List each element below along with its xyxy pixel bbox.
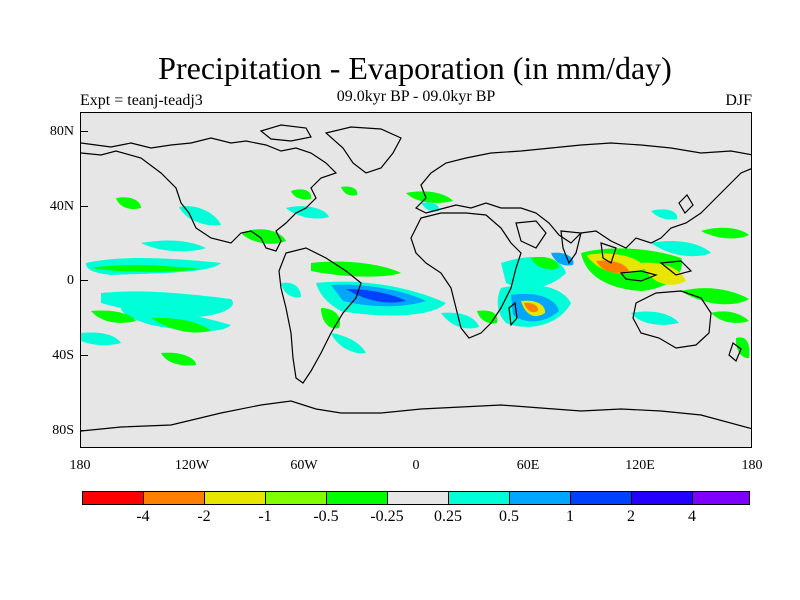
anomaly-field: [81, 332, 121, 346]
map-panel: [80, 112, 752, 448]
colorbar-swatch: [692, 491, 750, 505]
colorbar-label: -0.25: [370, 508, 404, 525]
anomaly-field: [141, 240, 206, 252]
anomaly-field: [651, 209, 678, 220]
plot-subtitle: 09.0kyr BP - 09.0kyr BP: [336, 88, 496, 105]
colorbar-swatch: [448, 491, 510, 505]
axis-tick: [80, 206, 88, 207]
anomaly-field: [346, 289, 406, 303]
coastline: [259, 124, 312, 142]
colorbar-swatch: [387, 491, 449, 505]
anomaly-field: [179, 206, 221, 226]
coastlines: [81, 124, 751, 432]
axis-tick: [80, 430, 88, 431]
colorbar-swatch: [143, 491, 205, 505]
anomaly-field: [286, 206, 329, 219]
colorbar-swatch: [326, 491, 388, 505]
coastline: [324, 126, 402, 174]
season-label: DJF: [725, 92, 752, 109]
coastline: [659, 260, 693, 276]
colorbar-label: -2: [197, 508, 211, 525]
anomaly-field: [441, 312, 479, 329]
coastline: [81, 137, 338, 252]
anomaly-field: [631, 311, 679, 325]
lon-label: 180: [69, 458, 91, 473]
anomaly-field: [477, 310, 498, 324]
anomaly-field: [321, 308, 341, 329]
precip-evap-map: [81, 124, 751, 432]
lon-label: 0: [412, 458, 420, 473]
lon-label: 120W: [174, 458, 210, 473]
experiment-label: Expt = teanj-teadj3: [80, 92, 203, 109]
colorbar-label: 0.25: [434, 508, 462, 525]
lon-label: 120E: [625, 458, 655, 473]
coastline: [728, 342, 742, 362]
anomaly-field: [421, 202, 440, 212]
coastline: [81, 400, 751, 432]
lon-label: 180: [741, 458, 763, 473]
colorbar-label: -0.5: [313, 508, 339, 525]
coastline: [600, 242, 617, 264]
anomaly-field: [101, 291, 233, 318]
anomaly-field: [681, 288, 749, 305]
anomaly-field: [291, 189, 312, 200]
colorbar-label: 4: [688, 508, 696, 525]
anomaly-field: [531, 257, 559, 270]
anomaly-field: [91, 310, 136, 323]
coastline: [560, 230, 582, 265]
anomaly-field: [711, 311, 749, 323]
anomaly-field: [311, 261, 401, 277]
colorbar-swatch: [631, 491, 693, 505]
lat-label: 0: [67, 273, 74, 288]
colorbar-swatch: [204, 491, 266, 505]
anomaly-field: [331, 333, 366, 354]
axis-tick: [80, 280, 88, 281]
anomaly-field: [281, 282, 301, 298]
anomaly-fields: [81, 186, 750, 366]
lon-label: 60E: [516, 458, 540, 473]
lat-label: 80S: [52, 423, 74, 438]
colorbar-swatch: [509, 491, 571, 505]
coastline: [632, 290, 712, 349]
anomaly-field: [406, 191, 453, 203]
anomaly-field: [116, 197, 141, 209]
axis-tick: [80, 355, 88, 356]
coastline: [410, 212, 522, 339]
anomaly-field: [596, 260, 629, 273]
coastline: [278, 247, 362, 384]
coastline: [414, 142, 751, 249]
colorbar-swatch: [570, 491, 632, 505]
anomaly-field: [551, 252, 574, 266]
colorbar-swatch: [265, 491, 327, 505]
colorbar-label: -4: [136, 508, 150, 525]
colorbar-label: 2: [627, 508, 635, 525]
coastline: [515, 220, 547, 249]
colorbar-label: -1: [258, 508, 272, 525]
lat-label: 40S: [52, 348, 74, 363]
lon-label: 60W: [290, 458, 318, 473]
anomaly-field: [651, 241, 711, 257]
lat-label: 40N: [49, 199, 74, 214]
anomaly-field: [641, 262, 686, 285]
coastline: [678, 194, 694, 214]
anomaly-field: [161, 352, 196, 366]
coastline: [508, 301, 518, 327]
anomaly-field: [735, 337, 750, 359]
anomaly-field: [524, 302, 539, 313]
anomaly-field: [91, 265, 201, 272]
colorbar-label: 1: [566, 508, 574, 525]
colorbar-swatch: [82, 491, 144, 505]
coastline: [619, 270, 658, 282]
anomaly-field: [241, 229, 286, 244]
colorbar-label: 0.5: [499, 508, 519, 525]
anomaly-field: [151, 317, 211, 333]
plot-title: Precipitation - Evaporation (in mm/day): [158, 50, 672, 86]
anomaly-field: [341, 186, 358, 196]
lat-label: 80N: [49, 124, 74, 139]
anomaly-field: [701, 227, 749, 239]
axis-tick: [80, 131, 88, 132]
